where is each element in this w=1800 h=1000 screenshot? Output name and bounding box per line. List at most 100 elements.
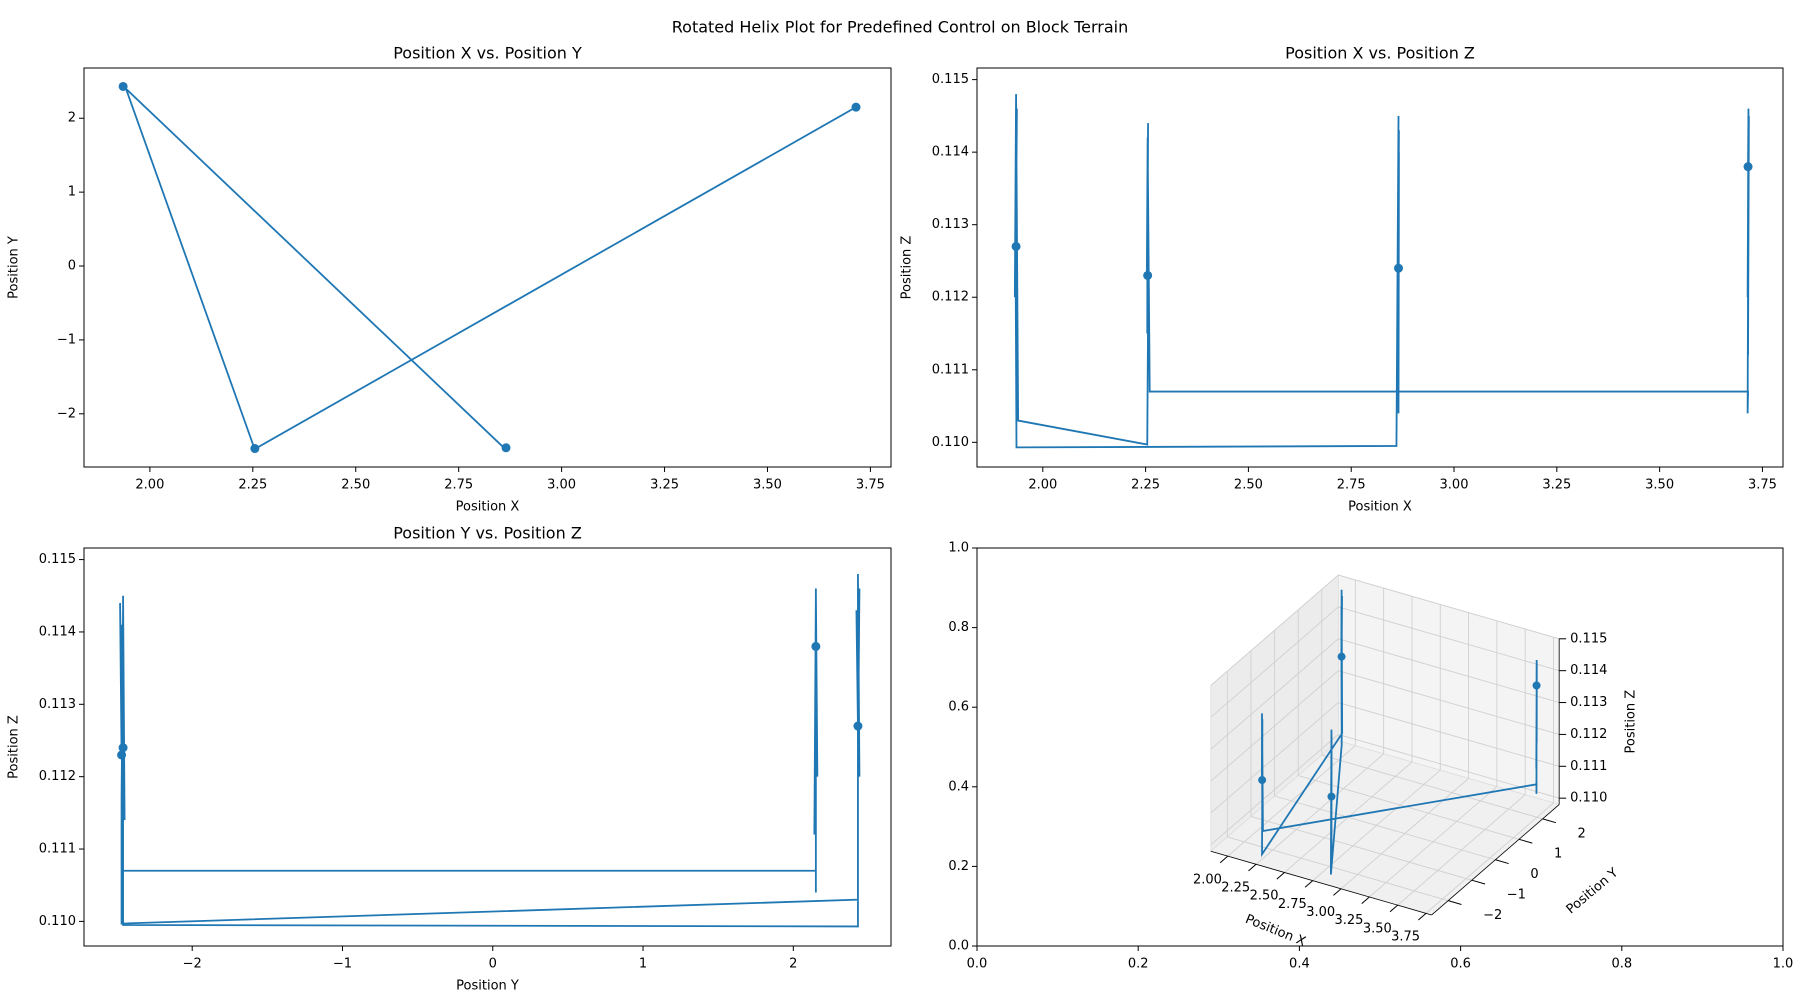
y-tick-label: 0.115: [932, 72, 969, 87]
data-marker: [250, 444, 260, 454]
y-tick-label: 0.110: [932, 435, 969, 450]
x-tick-label: 3.75: [1748, 478, 1777, 493]
x-tick: [1361, 896, 1370, 904]
x-tick-label: 3.50: [1645, 478, 1674, 493]
y-tick-label: −2: [1483, 908, 1502, 923]
grid-line: [1338, 638, 1560, 703]
y-tick-label: 1: [68, 185, 76, 200]
x-tick-label: 2.00: [1193, 872, 1222, 887]
grid-line: [1274, 795, 1496, 861]
x-tick-label: 1: [639, 957, 647, 972]
y-tick-label: 0.113: [932, 217, 969, 232]
x-tick-label: −1: [333, 957, 352, 972]
x-axis-label: Position X: [456, 500, 520, 515]
y-tick-label: 0.8: [948, 620, 969, 635]
data-marker: [1143, 270, 1153, 280]
z-tick-label: 0.111: [1570, 759, 1607, 774]
y-axis-label: Position Y: [7, 236, 22, 299]
x-tick-label: 3.25: [1335, 913, 1364, 928]
y-tick-label: 2: [68, 111, 76, 126]
z-tick-label: 0.112: [1570, 727, 1607, 742]
data-marker: [501, 443, 511, 453]
x-tick-label: 3.50: [753, 478, 782, 493]
x-tick-label: 0.2: [1128, 957, 1149, 972]
y-tick-label: −1: [1507, 888, 1526, 903]
grid-line: [1338, 702, 1560, 767]
y-tick-label: −1: [57, 332, 76, 347]
grid-line: [1210, 670, 1339, 782]
x-tick: [1389, 904, 1399, 913]
x-tick: [1333, 888, 1342, 896]
x-tick-label: 2.75: [1278, 897, 1307, 912]
x-tick-label: 0: [489, 957, 497, 972]
z-tick-label: 0.113: [1570, 695, 1607, 710]
grid-line: [1210, 638, 1339, 750]
x-tick: [1304, 880, 1314, 888]
data-marker: [1532, 681, 1541, 690]
grid-line: [1338, 606, 1560, 672]
data-marker: [117, 750, 127, 760]
z-tick-label: 0.114: [1570, 663, 1607, 678]
grid-line: [1338, 670, 1560, 735]
y-tick-label: 0.6: [948, 700, 969, 715]
data-marker: [853, 721, 863, 731]
x-tick-label: 2.00: [1028, 478, 1057, 493]
x-tick-label: 2.25: [238, 478, 267, 493]
y-tick-label: 0.111: [932, 362, 969, 377]
x-tick: [1219, 855, 1229, 864]
axes-frame: [976, 547, 1784, 947]
x-tick-label: 2.75: [1337, 478, 1366, 493]
data-marker: [811, 641, 821, 651]
y-tick: [1518, 838, 1533, 844]
y-tick-label: 0.0: [948, 939, 969, 954]
data-marker: [118, 81, 128, 91]
x-tick-label: 2.75: [444, 478, 473, 493]
x-axis-line: [1210, 850, 1432, 916]
x-tick-label: 0.6: [1450, 957, 1471, 972]
x-tick-label: 3.75: [856, 478, 885, 493]
x-tick-label: 3.25: [1542, 478, 1571, 493]
figure-title: Rotated Helix Plot for Predefined Contro…: [672, 18, 1128, 37]
y-tick-label: 0: [1530, 867, 1538, 882]
y-tick: [1495, 859, 1509, 865]
x-tick-label: 0.0: [967, 957, 988, 972]
z-tick-label: 0.110: [1570, 791, 1607, 806]
y-tick: [1542, 818, 1557, 824]
y-axis-label: Position Z: [7, 715, 22, 779]
data-marker: [1337, 652, 1346, 661]
axes-frame: [83, 547, 892, 947]
axes-title: Position X vs. Position Z: [1285, 44, 1475, 63]
grid-line: [1210, 606, 1339, 718]
data-marker: [1394, 263, 1404, 273]
y-tick-label: 0.2: [948, 859, 969, 874]
y-tick-label: 0.111: [39, 842, 76, 857]
x-tick: [1248, 863, 1257, 872]
y-axis-label: Position Z: [900, 236, 915, 300]
x-tick-label: 3.25: [650, 478, 679, 493]
x-tick-label: 2.25: [1131, 478, 1160, 493]
x-tick-label: 3.00: [1306, 905, 1335, 920]
axes-title: Position Y vs. Position Z: [393, 524, 582, 543]
x-tick-label: 1.0: [1773, 957, 1794, 972]
y-tick-label: 0: [68, 259, 76, 274]
grid-line: [1227, 836, 1449, 902]
y-tick: [1448, 900, 1462, 905]
x-tick-label: 2.00: [135, 478, 164, 493]
data-marker: [1011, 241, 1021, 251]
axes-frame: [83, 67, 892, 468]
data-marker: [851, 102, 861, 112]
data-marker: [1327, 792, 1336, 801]
x-tick-label: 2.50: [341, 478, 370, 493]
grid-line: [1338, 574, 1560, 640]
y-tick-label: 0.112: [39, 769, 76, 784]
grid-line: [1210, 702, 1339, 814]
y-tick-label: 0.114: [932, 145, 969, 160]
z-axis-label: Position Z: [1624, 690, 1639, 754]
x-tick-label: 3.00: [1440, 478, 1469, 493]
grid-line: [1298, 775, 1520, 840]
x-tick-label: 3.50: [1363, 921, 1392, 936]
data-line: [1261, 589, 1538, 875]
y-tick-label: 0.115: [39, 552, 76, 567]
